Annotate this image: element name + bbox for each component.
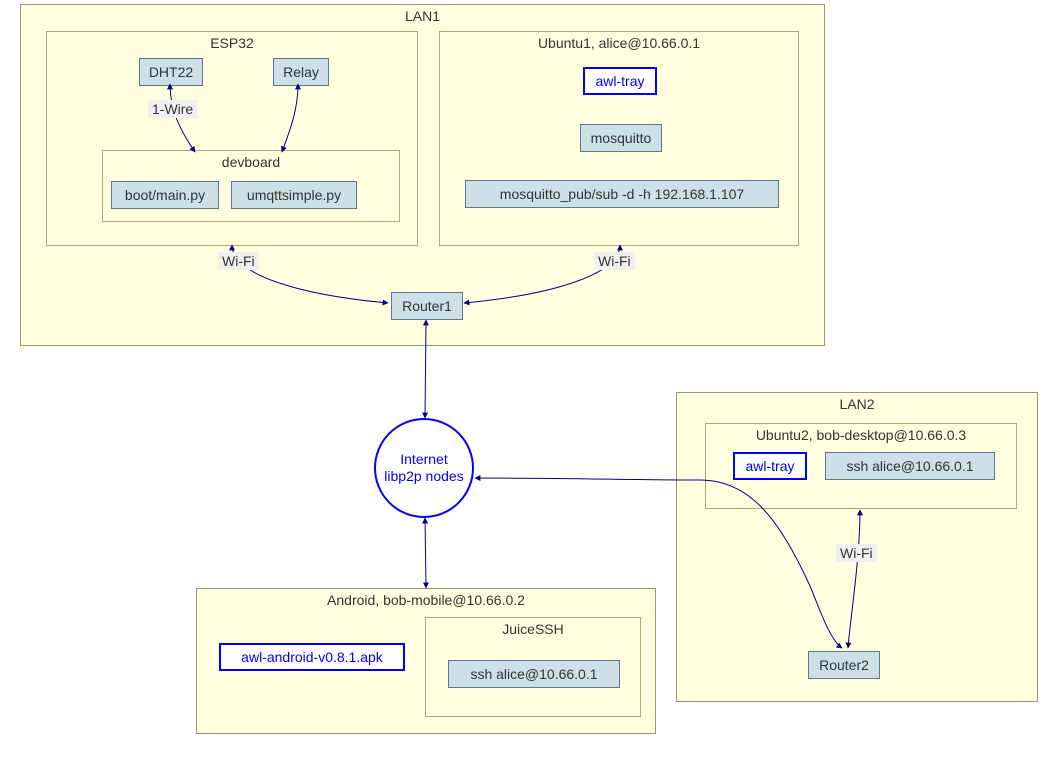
label-1wire: 1-Wire — [148, 100, 197, 118]
bootmain-node: boot/main.py — [111, 181, 219, 209]
internet-line1: Internet — [400, 451, 447, 467]
ubuntu2-cluster: Ubuntu2, bob-desktop@10.66.0.3 awl-tray … — [705, 423, 1017, 509]
router1-node: Router1 — [391, 292, 463, 320]
ubuntu2-title: Ubuntu2, bob-desktop@10.66.0.3 — [706, 427, 1016, 443]
lan2-title: LAN2 — [677, 396, 1037, 412]
android-title: Android, bob-mobile@10.66.0.2 — [197, 592, 655, 608]
esp32-cluster: ESP32 DHT22 Relay devboard boot/main.py … — [46, 31, 418, 246]
ubuntu1-title: Ubuntu1, alice@10.66.0.1 — [440, 35, 798, 51]
mosquitto-cmd-node: mosquitto_pub/sub -d -h 192.168.1.107 — [465, 180, 779, 208]
mosquitto-node: mosquitto — [580, 124, 662, 152]
umqtt-node: umqttsimple.py — [231, 181, 357, 209]
android-apk[interactable]: awl-android-v0.8.1.apk — [219, 643, 405, 671]
ubuntu2-ssh-node: ssh alice@10.66.0.1 — [825, 452, 995, 480]
devboard-title: devboard — [103, 154, 399, 170]
devboard-cluster: devboard boot/main.py umqttsimple.py — [102, 150, 400, 222]
internet-node: Internet libp2p nodes — [374, 418, 474, 518]
internet-line2: libp2p nodes — [384, 468, 463, 484]
lan1-cluster: LAN1 ESP32 DHT22 Relay devboard boot/mai… — [20, 4, 825, 346]
label-wifi-lan2: Wi-Fi — [836, 544, 877, 562]
esp32-title: ESP32 — [47, 35, 417, 51]
router2-node: Router2 — [808, 651, 880, 679]
ubuntu1-awl-tray[interactable]: awl-tray — [583, 67, 657, 95]
dht22-node: DHT22 — [139, 58, 203, 86]
relay-node: Relay — [273, 58, 329, 86]
label-wifi-ubuntu1: Wi-Fi — [594, 252, 635, 270]
label-wifi-esp32: Wi-Fi — [218, 252, 259, 270]
juicessh-ssh-node: ssh alice@10.66.0.1 — [448, 660, 620, 688]
ubuntu1-cluster: Ubuntu1, alice@10.66.0.1 awl-tray mosqui… — [439, 31, 799, 246]
juicessh-title: JuiceSSH — [426, 621, 640, 637]
lan1-title: LAN1 — [21, 8, 824, 24]
juicessh-cluster: JuiceSSH ssh alice@10.66.0.1 — [425, 617, 641, 717]
ubuntu2-awl-tray[interactable]: awl-tray — [733, 452, 807, 480]
android-cluster: Android, bob-mobile@10.66.0.2 awl-androi… — [196, 588, 656, 734]
